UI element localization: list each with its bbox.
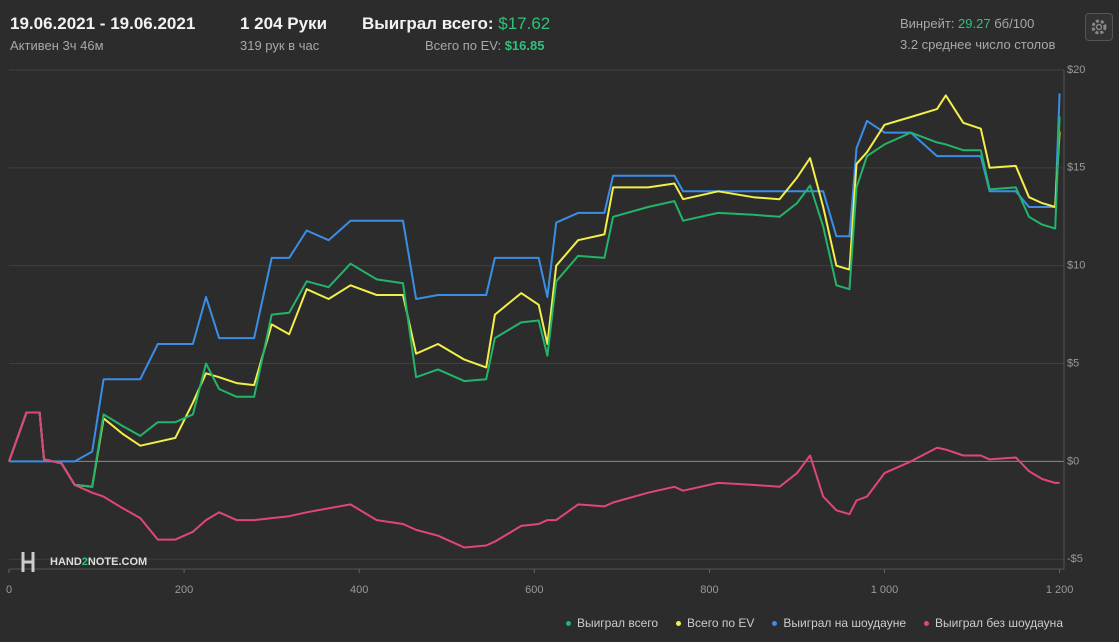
logo-part: HAND: [50, 556, 82, 568]
tables: 3.2 среднее число столов: [900, 37, 1056, 52]
value: 29.27: [958, 16, 991, 31]
value: $16.85: [504, 38, 545, 53]
series-line: [8, 116, 1061, 488]
y-tick-label: $0: [1067, 455, 1079, 467]
active-time: Активен 3ч 46м: [10, 38, 104, 53]
label: Всего по EV:: [425, 38, 502, 53]
x-tick-label: 1 200: [1046, 584, 1074, 596]
y-tick-label: $20: [1067, 64, 1085, 76]
hands: 1 204 Руки: [240, 14, 328, 33]
gear-icon: [1091, 19, 1107, 35]
winrate: Винрейт: 29.27 бб/100: [900, 16, 1034, 31]
series-line: [8, 94, 1061, 488]
legend-swatch: [772, 620, 778, 626]
legend: Выиграл всего Всего по EV Выиграл на шоуда…: [565, 616, 1063, 630]
logo-icon: [21, 552, 35, 572]
unit: бб/100: [994, 16, 1035, 31]
y-tick-label: -$5: [1067, 553, 1083, 565]
x-tick-label: 200: [175, 584, 193, 596]
x-tick-label: 0: [6, 584, 12, 596]
hands-per-hour: 319 рук в час: [240, 38, 320, 53]
date-range: 19.06.2021 - 19.06.2021: [10, 14, 196, 33]
legend-label: Всего по EV: [687, 616, 755, 630]
y-tick-label: $10: [1067, 260, 1085, 272]
label: Выиграл всего:: [362, 14, 494, 33]
logo-part: 2: [81, 556, 88, 568]
legend-item[interactable]: Выиграл всего: [565, 616, 659, 630]
x-tick-label: 1 000: [871, 584, 899, 596]
logo: HAND 2 NOTE.COM: [20, 550, 147, 574]
won-total: Выиграл всего: $17.62: [362, 14, 550, 34]
legend-item[interactable]: Всего по EV: [676, 616, 754, 630]
y-tick-label: $15: [1067, 162, 1085, 174]
ev-total: Всего по EV: $16.85: [425, 38, 544, 53]
series-line: [8, 411, 1060, 549]
y-tick-label: $5: [1067, 357, 1079, 369]
legend-label: Выиграл всего: [576, 616, 659, 630]
legend-swatch: [565, 620, 571, 626]
x-tick-label: 600: [525, 584, 543, 596]
settings-button[interactable]: [1085, 13, 1113, 41]
legend-label: Выиграл без шоудауна: [935, 616, 1063, 630]
logo-part: NOTE.COM: [87, 556, 148, 568]
x-tick-label: 800: [700, 584, 718, 596]
series-line: [9, 93, 1061, 463]
legend-label: Выиграл на шоудауне: [783, 616, 906, 630]
legend-swatch: [924, 620, 929, 626]
legend-swatch: [676, 620, 682, 626]
legend-item[interactable]: Выиграл на шоудауне: [772, 616, 906, 630]
value: $17.62: [498, 14, 551, 33]
x-tick-label: 400: [350, 584, 368, 596]
legend-item[interactable]: Выиграл без шоудауна: [924, 616, 1063, 630]
label: Винрейт:: [900, 16, 955, 31]
